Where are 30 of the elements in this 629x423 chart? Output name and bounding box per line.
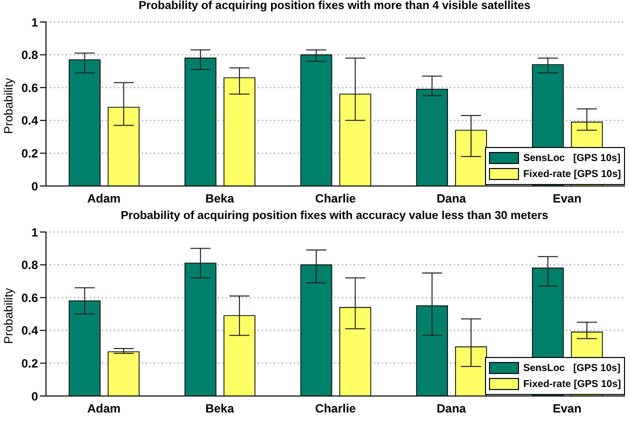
x-tick-label: Evan bbox=[552, 192, 582, 206]
y-tick-label: 1 bbox=[31, 15, 38, 30]
chart-title: Probability of acquiring position fixes with more than 4 visible satellites bbox=[138, 0, 532, 14]
y-tick-label: 0.6 bbox=[21, 80, 38, 95]
y-axis-title: Probability bbox=[1, 288, 16, 344]
x-tick-label: Dana bbox=[436, 402, 466, 416]
y-tick-label: 0.8 bbox=[21, 258, 38, 272]
y-tick-label: 0.4 bbox=[21, 114, 38, 128]
chart-title: Probability of acquiring position fixes with accuracy value less than 30 meters bbox=[120, 210, 550, 224]
x-tick-label: Charlie bbox=[315, 192, 356, 206]
y-tick-label: 0.8 bbox=[21, 48, 38, 62]
y-tick-label: 1 bbox=[31, 225, 38, 240]
y-tick-label: 0.2 bbox=[21, 146, 38, 160]
y-tick-label: 0.2 bbox=[21, 356, 38, 370]
x-tick-label: Evan bbox=[552, 402, 582, 416]
x-tick-label: Adam bbox=[87, 192, 121, 206]
y-tick-label: 0.4 bbox=[21, 324, 38, 338]
x-tick-label: Beka bbox=[205, 192, 234, 206]
legend-label: SensLoc [GPS 10s] bbox=[523, 152, 620, 164]
y-tick-label: 0.6 bbox=[21, 290, 38, 305]
y-tick-label: 0 bbox=[31, 179, 38, 194]
legend-label: Fixed-rate [GPS 10s] bbox=[523, 168, 621, 180]
y-axis-title: Probability bbox=[1, 78, 16, 134]
y-tick-label: 0 bbox=[31, 389, 38, 404]
x-tick-label: Beka bbox=[205, 402, 234, 416]
x-tick-label: Adam bbox=[87, 402, 121, 416]
legend-label: SensLoc [GPS 10s] bbox=[523, 362, 620, 374]
x-tick-label: Charlie bbox=[315, 402, 356, 416]
legend-label: Fixed-rate [GPS 10s] bbox=[523, 378, 621, 390]
x-tick-label: Dana bbox=[436, 192, 466, 206]
